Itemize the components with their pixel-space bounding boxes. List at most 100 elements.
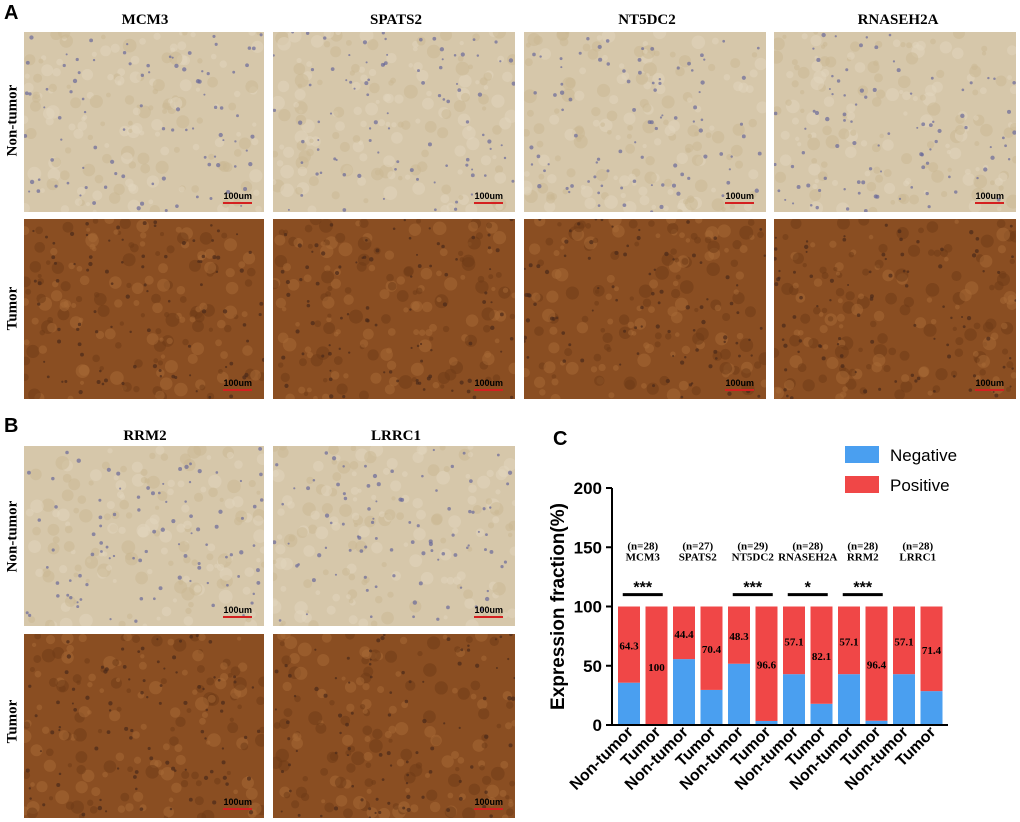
bar-negative bbox=[920, 691, 943, 725]
group-n-label: (n=29) bbox=[737, 541, 768, 553]
bar-value-label: 57.1 bbox=[784, 636, 803, 648]
panel-a-nt5dc2-tumor: 100um bbox=[524, 219, 766, 399]
scale-bar: 100um bbox=[975, 378, 1004, 391]
bar-negative bbox=[618, 682, 640, 725]
scale-bar-label: 100um bbox=[474, 797, 503, 807]
panel-a-mcm3-tumor: 100um bbox=[24, 219, 264, 399]
panel-b-row-nontumor: Non-tumor bbox=[4, 500, 21, 573]
legend-swatch-negative bbox=[845, 446, 879, 463]
panel-a-spats2-nontumor: 100um bbox=[273, 32, 515, 212]
bar-value-label: 64.3 bbox=[619, 641, 639, 653]
panel-b-rrm2-tumor: 100um bbox=[24, 634, 264, 818]
bar-value-label: 48.3 bbox=[729, 631, 749, 643]
bar-value-label: 70.4 bbox=[702, 644, 722, 656]
legend-label-positive: Positive bbox=[890, 476, 950, 495]
scale-bar: 100um bbox=[975, 191, 1004, 204]
bar-negative bbox=[673, 659, 695, 725]
bar-positive bbox=[838, 606, 860, 675]
bar-value-label: 71.4 bbox=[922, 645, 942, 657]
panel-b-row-tumor: Tumor bbox=[4, 699, 21, 744]
bar-negative bbox=[893, 674, 915, 725]
group-n-label: (n=28) bbox=[902, 541, 933, 553]
bar-positive bbox=[728, 606, 750, 664]
panel-b-lrrc1-nontumor: 100um bbox=[273, 446, 515, 626]
group-n-label: (n=28) bbox=[847, 541, 878, 553]
bar-negative bbox=[728, 663, 750, 725]
bar-negative bbox=[783, 674, 805, 725]
scale-bar-label: 100um bbox=[474, 605, 503, 615]
group-gene-label: NT5DC2 bbox=[732, 551, 775, 563]
y-tick-label: 100 bbox=[574, 598, 602, 617]
panel-b-rrm2-nontumor: 100um bbox=[24, 446, 264, 626]
scale-bar: 100um bbox=[725, 191, 754, 204]
legend-label-negative: Negative bbox=[890, 446, 957, 465]
y-axis-label: Expression fraction(%) bbox=[548, 503, 569, 710]
panel-a-row-tumor: Tumor bbox=[4, 286, 21, 331]
significance-marker: *** bbox=[743, 579, 762, 596]
bar-positive bbox=[673, 606, 695, 660]
scale-bar-label: 100um bbox=[725, 191, 754, 201]
scale-bar-label: 100um bbox=[975, 378, 1004, 388]
bar-positive bbox=[700, 606, 723, 690]
scale-bar-label: 100um bbox=[223, 378, 252, 388]
panel-a-row-nontumor: Non-tumor bbox=[4, 84, 21, 157]
panel-b-title-2: LRRC1 bbox=[370, 428, 421, 444]
scale-bar-label: 100um bbox=[474, 378, 503, 388]
scale-bar: 100um bbox=[474, 605, 503, 618]
group-n-label: (n=28) bbox=[627, 541, 658, 553]
bar-positive bbox=[783, 606, 805, 675]
panel-a-title-1: MCM3 bbox=[121, 12, 169, 28]
bar-value-label: 96.6 bbox=[757, 660, 777, 672]
panel-a-rnaseh2a-nontumor: 100um bbox=[774, 32, 1016, 212]
y-tick-label: 0 bbox=[593, 716, 602, 735]
panel-b-letter: B bbox=[4, 415, 19, 437]
bar-negative bbox=[755, 720, 778, 725]
significance-marker: *** bbox=[853, 579, 872, 596]
bar-positive bbox=[618, 606, 640, 683]
panel-a-mcm3-nontumor: 100um bbox=[24, 32, 264, 212]
group-gene-label: RRM2 bbox=[847, 551, 879, 563]
y-tick-label: 150 bbox=[574, 538, 602, 557]
bar-positive bbox=[920, 606, 943, 692]
bar-value-label: 57.1 bbox=[839, 636, 858, 648]
y-tick-label: 50 bbox=[583, 657, 602, 676]
panel-b-lrrc1-tumor: 100um bbox=[273, 634, 515, 818]
bar-positive bbox=[893, 606, 915, 675]
scale-bar: 100um bbox=[223, 605, 252, 618]
scale-bar: 100um bbox=[223, 378, 252, 391]
scale-bar-label: 100um bbox=[223, 797, 252, 807]
bar-negative bbox=[810, 703, 833, 725]
panel-a-spats2-tumor: 100um bbox=[273, 219, 515, 399]
group-gene-label: MCM3 bbox=[626, 551, 661, 563]
panel-c-letter: C bbox=[553, 428, 568, 450]
legend-swatch-positive bbox=[845, 476, 879, 493]
group-gene-label: LRRC1 bbox=[899, 551, 936, 563]
bar-negative bbox=[838, 674, 860, 725]
group-n-label: (n=28) bbox=[792, 541, 823, 553]
scale-bar: 100um bbox=[223, 191, 252, 204]
bar-value-label: 44.4 bbox=[674, 629, 694, 641]
scale-bar: 100um bbox=[474, 191, 503, 204]
bar-negative bbox=[700, 689, 723, 725]
scale-bar: 100um bbox=[223, 797, 252, 810]
bar-value-label: 100 bbox=[648, 662, 665, 674]
bar-positive bbox=[755, 606, 778, 721]
panel-a-rnaseh2a-tumor: 100um bbox=[774, 219, 1016, 399]
bar-value-label: 82.1 bbox=[812, 651, 831, 663]
scale-bar-label: 100um bbox=[725, 378, 754, 388]
group-n-label: (n=27) bbox=[682, 541, 713, 553]
panel-b-title-1: RRM2 bbox=[123, 428, 167, 444]
bar-positive bbox=[645, 606, 668, 725]
group-gene-label: RNASEH2A bbox=[778, 551, 837, 563]
y-tick-label: 200 bbox=[574, 479, 602, 498]
significance-marker: *** bbox=[633, 579, 652, 596]
scale-bar: 100um bbox=[474, 378, 503, 391]
bar-positive bbox=[810, 606, 833, 704]
scale-bar-label: 100um bbox=[474, 191, 503, 201]
scale-bar-label: 100um bbox=[223, 191, 252, 201]
bar-negative bbox=[865, 720, 888, 725]
panel-a-letter: A bbox=[4, 2, 19, 24]
scale-bar: 100um bbox=[725, 378, 754, 391]
bar-positive bbox=[865, 606, 888, 721]
